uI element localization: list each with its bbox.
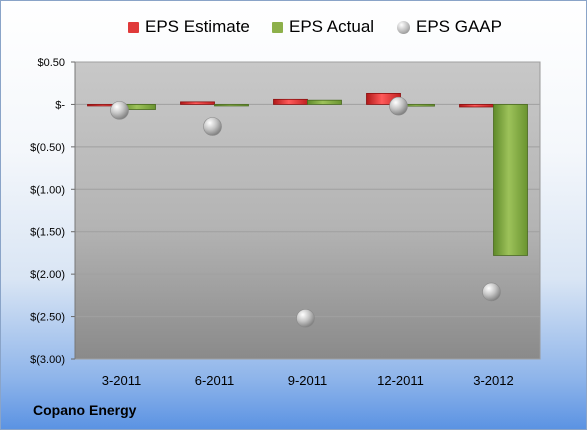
y-tick-label: $0.50 [37, 57, 65, 69]
y-tick-label: $(1.50) [30, 227, 65, 239]
eps-actual-bar [307, 99, 342, 105]
legend-swatch-eps-estimate [128, 21, 139, 33]
legend-item-eps-gaap: EPS GAAP [397, 17, 502, 37]
y-tick-label: $(3.00) [30, 354, 65, 366]
legend-item-eps-estimate: EPS Estimate [128, 17, 250, 37]
eps-estimate-bar [273, 98, 308, 105]
legend-label-eps-estimate: EPS Estimate [145, 17, 250, 36]
eps-gaap-point [203, 117, 222, 136]
legend-label-eps-gaap: EPS GAAP [416, 17, 502, 36]
y-tick-label: $(2.00) [30, 269, 65, 281]
x-axis: 3-2011 6-2011 9-2011 12-2011 3-2012 [102, 373, 514, 388]
legend-swatch-eps-gaap [397, 20, 410, 34]
legend: EPS Estimate EPS Actual EPS GAAP [0, 17, 587, 39]
y-tick-label: $(1.00) [30, 184, 65, 196]
y-tick-label: $(2.50) [30, 312, 65, 324]
x-tick-label: 12-2011 [377, 373, 424, 388]
eps-gaap-point [389, 96, 408, 116]
y-tick-label: $(0.50) [30, 142, 65, 154]
x-tick-label: 3-2012 [473, 373, 513, 388]
x-tick-label: 6-2011 [195, 373, 235, 388]
x-tick-label: 9-2011 [288, 373, 328, 388]
eps-estimate-bar [180, 101, 215, 105]
eps-estimate-bar [459, 104, 494, 108]
eps-gaap-point [482, 282, 501, 302]
y-axis: $0.50 $- $(0.50) $(1.00) $(1.50) $(2.00) $(2.5… [30, 57, 76, 366]
company-name: Copano Energy [33, 402, 137, 418]
legend-item-eps-actual: EPS Actual [272, 17, 374, 37]
gaap-series [110, 96, 501, 328]
legend-swatch-eps-actual [272, 21, 283, 33]
legend-label-eps-actual: EPS Actual [289, 17, 375, 36]
eps-gaap-point [110, 101, 129, 120]
eps-actual-bar [214, 104, 249, 107]
y-tick-label: $- [55, 99, 65, 111]
eps-actual-bar [493, 104, 528, 256]
x-tick-label: 3-2011 [102, 373, 142, 388]
eps-gaap-point [296, 308, 315, 328]
